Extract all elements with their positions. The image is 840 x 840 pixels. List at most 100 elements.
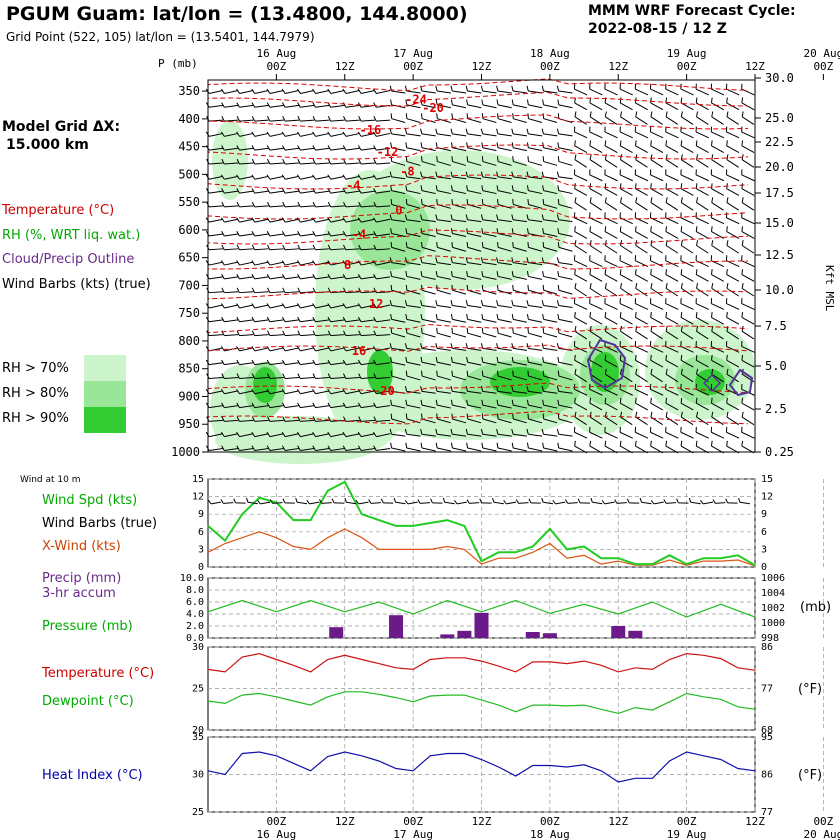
- legend-wind-barbs: Wind Barbs (kts) (true): [2, 277, 151, 292]
- wind-barb-shaft: [254, 90, 269, 94]
- wind-barb-shaft: [635, 373, 648, 383]
- wind-barb: [390, 413, 406, 424]
- wind-barb-shaft: [360, 190, 376, 194]
- temperature-contour: [207, 174, 749, 190]
- wind-barb: [236, 88, 254, 94]
- wind-barb-flag: [236, 373, 240, 379]
- wind-barb-shaft: [666, 502, 677, 504]
- wind-barb: [695, 440, 709, 454]
- wind-barb-shaft: [224, 276, 239, 280]
- wind-barb-flag: [421, 113, 423, 119]
- wind-barb: [619, 183, 633, 196]
- wind-barb-shaft: [528, 246, 543, 252]
- wind-barb: [297, 287, 315, 294]
- wind-barb: [512, 327, 527, 338]
- wind-barb-shaft: [284, 362, 300, 366]
- wind-barb-shaft: [269, 248, 284, 251]
- wind-barb: [327, 88, 345, 94]
- wind-barb-flag: [649, 212, 652, 218]
- wind-barb-shaft: [650, 174, 664, 182]
- wind-barb-flag: [574, 183, 576, 189]
- wind-barb: [481, 99, 497, 109]
- wind-barb-flag: [405, 156, 408, 162]
- wind-barb-flag: [556, 257, 560, 263]
- wind-barb: [574, 183, 588, 196]
- wind-barb-flag: [711, 154, 714, 160]
- wind-barb-flag: [327, 260, 332, 266]
- wind-barb: [327, 116, 345, 122]
- wind-barb-shaft: [254, 147, 269, 151]
- wind-barb-flag: [542, 199, 545, 205]
- wind-barb-shaft: [361, 390, 375, 395]
- wind-barb-flag: [634, 298, 637, 304]
- wind-barb-shaft: [254, 104, 269, 108]
- wind-barb-shaft: [437, 118, 451, 124]
- legend-temperature: Temperature (°C): [2, 203, 115, 218]
- wind-barb-flag: [327, 389, 332, 395]
- wind-barb-shaft: [436, 347, 452, 351]
- wind-barb-flag: [312, 431, 316, 437]
- wind-barb-flag: [296, 389, 301, 395]
- wind-barb-flag: [741, 269, 744, 275]
- wind-barb: [312, 303, 330, 309]
- wind-barb-shaft: [391, 361, 406, 366]
- wind-barb-shaft: [300, 190, 315, 194]
- wind-barb-shaft: [361, 90, 375, 94]
- wind-barb: [665, 325, 679, 340]
- wind-barb-shaft: [497, 176, 512, 180]
- wind-barb: [220, 174, 239, 180]
- wind-barb-flag: [710, 169, 713, 175]
- wind-barb: [465, 257, 482, 266]
- wind-barb-flag: [511, 257, 514, 263]
- wind-barb-flag: [574, 368, 577, 375]
- wind-barb-flag: [342, 88, 347, 94]
- wind-barb-shaft: [681, 116, 694, 125]
- wind-barb: [481, 241, 497, 252]
- wind-barb: [649, 169, 664, 182]
- wind-barb: [556, 85, 573, 94]
- wind-barb: [327, 217, 345, 223]
- wind-barb-shaft: [512, 347, 528, 351]
- wind-barb-shaft: [285, 433, 299, 438]
- wind-barb: [680, 283, 694, 297]
- wind-barb-shaft: [726, 316, 740, 325]
- wind-barb-flag: [512, 370, 514, 377]
- wind-barb-10m: [650, 499, 664, 505]
- wind-barb: [556, 171, 573, 180]
- wind-barb: [236, 402, 254, 409]
- wind-barb-flag: [710, 312, 713, 318]
- wind-barb-shaft: [208, 119, 224, 122]
- wind-barb: [327, 402, 345, 409]
- wind-barb: [421, 413, 436, 424]
- wind-barb: [404, 171, 421, 180]
- wind-barb-shaft: [330, 276, 345, 280]
- wind-barb-shaft: [254, 233, 269, 237]
- wind-barb-flag: [421, 199, 423, 205]
- wind-barb-flag: [282, 116, 286, 122]
- wind-barb-flag: [604, 83, 606, 90]
- wind-barb-shaft: [558, 147, 573, 152]
- wind-barb: [436, 327, 451, 338]
- wind-barb: [665, 226, 679, 239]
- wind-barb-shaft: [558, 233, 573, 237]
- wind-barb-flag: [726, 397, 728, 404]
- wind-barb-shaft: [605, 373, 618, 383]
- wind-barb: [266, 431, 284, 438]
- wind-barb-flag: [236, 303, 240, 309]
- wind-barb: [680, 240, 694, 254]
- wind-barb-flag: [695, 341, 697, 347]
- wind-barb-flag: [497, 284, 499, 291]
- wind-barb-flag: [436, 156, 438, 162]
- wind-barb-flag: [557, 156, 560, 162]
- wind-barb-shaft: [741, 231, 755, 239]
- time-tick-label-top: 00Z: [266, 60, 286, 73]
- wind-barb: [634, 212, 649, 225]
- wind-barb-shaft: [604, 431, 618, 439]
- wind-barb-shaft: [696, 330, 709, 340]
- wind-barb-flag: [680, 255, 682, 261]
- wind-barb-shaft: [741, 330, 755, 340]
- wind-barb: [695, 255, 709, 268]
- wind-barb-flag: [680, 397, 683, 404]
- wind-barb-flag: [665, 440, 668, 447]
